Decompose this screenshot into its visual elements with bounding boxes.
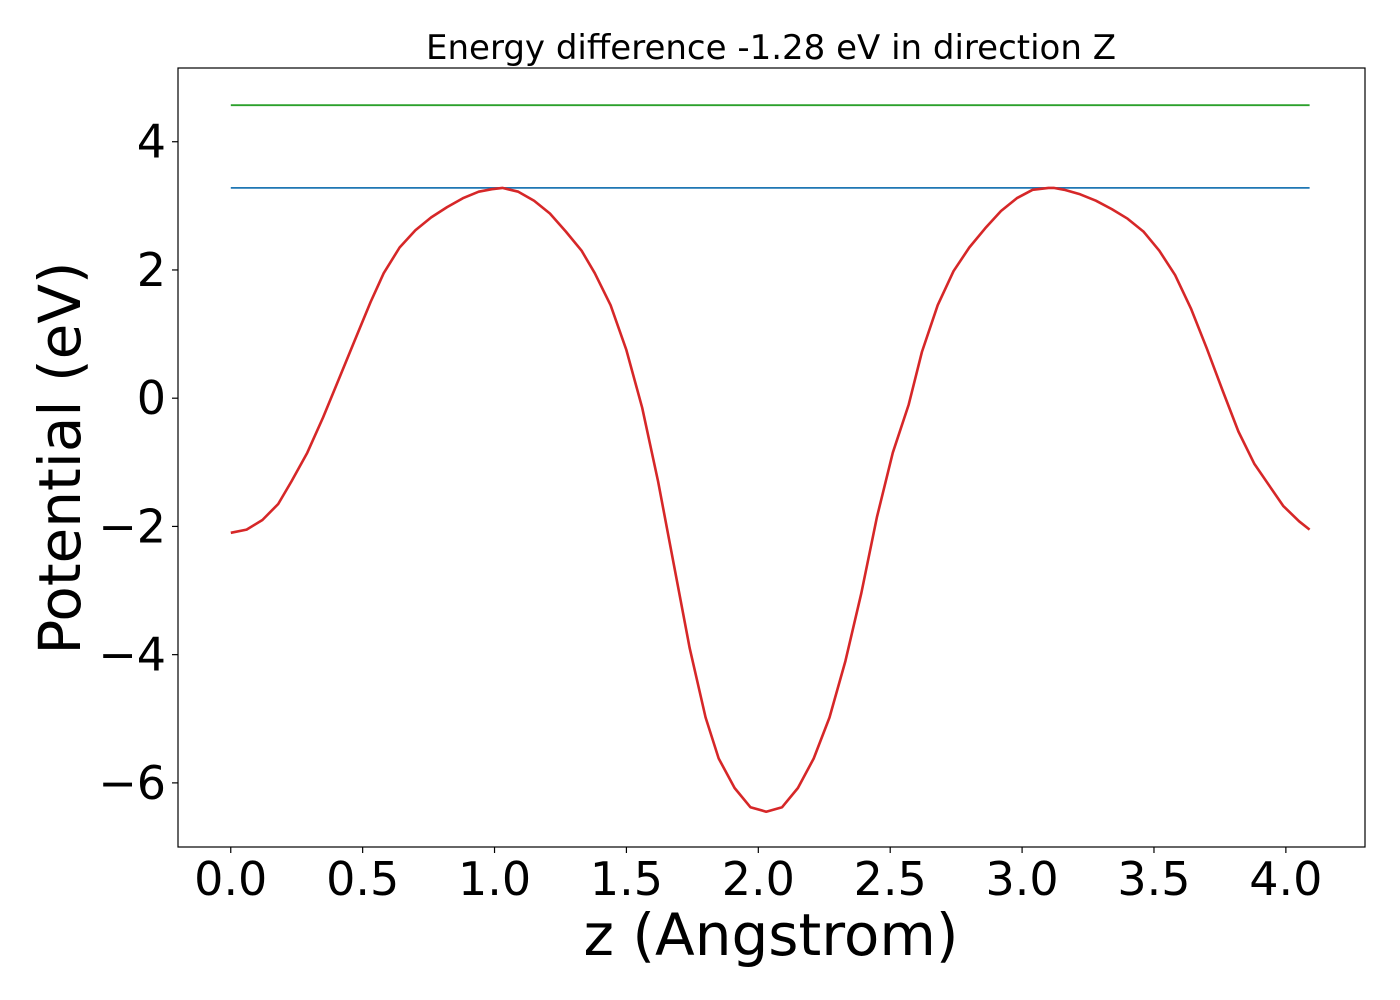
y-tick-label: −2	[98, 499, 166, 553]
x-tick-label: 2.0	[722, 852, 795, 906]
series-layer	[230, 104, 1311, 814]
x-axis-label: z (Angstrom)	[584, 901, 959, 969]
x-tick-label: 0.5	[326, 852, 399, 906]
x-tick-label: 4.0	[1249, 852, 1322, 906]
chart-title: Energy difference -1.28 eV in direction …	[426, 28, 1116, 68]
x-tick-label: 3.5	[1117, 852, 1190, 906]
y-axis-label: Potential (eV)	[26, 261, 94, 654]
x-axis-ticks: 0.0 0.5 1.0 1.5 2.0 2.5 3.0 3.5 4.0	[194, 847, 1322, 906]
y-tick-label: 0	[137, 371, 166, 425]
x-tick-label: 0.0	[194, 852, 267, 906]
x-tick-label: 1.0	[458, 852, 531, 906]
y-tick-label: 4	[137, 115, 166, 169]
x-tick-label: 2.5	[854, 852, 927, 906]
y-axis-ticks: 4 2 0 −2 −4 −6	[98, 115, 178, 810]
y-tick-label: 2	[137, 243, 166, 297]
x-tick-label: 1.5	[590, 852, 663, 906]
y-tick-label: −4	[98, 628, 166, 682]
y-tick-label: −6	[98, 756, 166, 810]
plot-area-frame	[177, 67, 1366, 848]
series-line-2	[230, 186, 1311, 814]
x-tick-label: 3.0	[986, 852, 1059, 906]
